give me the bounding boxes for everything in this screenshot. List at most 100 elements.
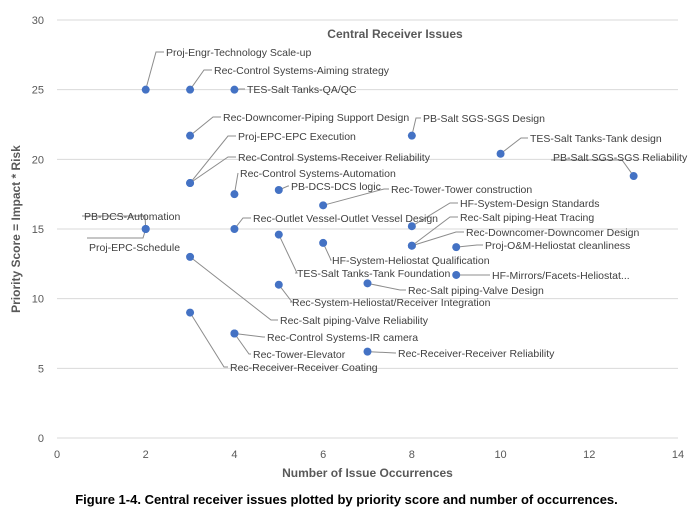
data-point	[230, 329, 239, 338]
data-point	[496, 149, 505, 158]
x-tick-label: 6	[320, 449, 326, 461]
leader-line	[145, 51, 164, 90]
data-label: Proj-EPC-Schedule	[89, 242, 180, 254]
data-label: Rec-Tower-Tower construction	[391, 184, 532, 196]
data-point	[141, 85, 150, 94]
data-label: TES-Salt Tanks-Tank Foundation	[297, 268, 450, 280]
data-point	[407, 241, 416, 250]
y-axis-title: Priority Score = Impact * Risk	[9, 145, 23, 313]
leader-line	[87, 228, 147, 239]
data-point	[452, 270, 461, 279]
leader-line	[323, 188, 389, 206]
data-label: Rec-Downcomer-Downcomer Design	[466, 227, 639, 239]
data-point	[319, 201, 328, 210]
y-tick-label: 30	[32, 15, 44, 27]
leader-line	[189, 69, 212, 90]
leader-line	[82, 215, 147, 230]
y-tick-label: 25	[32, 85, 44, 97]
leader-line	[189, 312, 228, 368]
data-points	[141, 85, 638, 356]
x-axis-title: Number of Issue Occurrences	[282, 466, 453, 480]
data-label: Proj-O&M-Heliostat cleanliness	[485, 240, 630, 252]
data-point	[274, 230, 283, 239]
data-point	[186, 131, 195, 140]
leader-line	[322, 242, 332, 261]
data-label: PB-DCS-DCS logic	[291, 181, 381, 193]
y-tick-label: 0	[38, 433, 44, 445]
data-label: HF-Mirrors/Facets-Heliostat...	[492, 270, 630, 282]
data-label: Rec-System-Heliostat/Receiver Integratio…	[292, 297, 491, 309]
data-label: Rec-Receiver-Receiver Coating	[230, 362, 378, 374]
data-label: TES-Salt Tanks-Tank design	[530, 133, 662, 145]
y-tick-label: 10	[32, 294, 44, 306]
data-point	[141, 225, 150, 233]
data-label: PB-Salt SGS-SGS Reliability	[553, 152, 688, 164]
leader-line	[189, 256, 278, 321]
data-point	[629, 172, 638, 181]
leader-line	[500, 137, 528, 155]
chart-title: Central Receiver Issues	[327, 27, 463, 41]
data-label: Proj-Engr-Technology Scale-up	[166, 47, 311, 59]
leader-line	[411, 202, 458, 227]
data-point	[407, 222, 416, 231]
data-point	[274, 185, 283, 194]
data-labels: Proj-Engr-Technology Scale-up Rec-Control…	[84, 47, 688, 374]
data-point	[319, 238, 328, 247]
data-point	[274, 280, 283, 289]
data-point	[230, 225, 239, 233]
x-tick-label: 2	[143, 449, 149, 461]
data-label: HF-System-Design Standards	[460, 198, 599, 210]
data-point	[363, 347, 372, 356]
data-label: Rec-Tower-Elevator	[253, 349, 346, 361]
data-point	[363, 279, 372, 288]
leader-line	[456, 244, 483, 248]
x-tick-label: 4	[231, 449, 237, 461]
data-label: HF-System-Heliostat Qualification	[332, 255, 490, 267]
data-label: PB-Salt SGS-SGS Design	[423, 113, 545, 125]
leader-line	[189, 116, 221, 137]
data-label: Rec-Downcomer-Piping Support Design	[223, 112, 409, 124]
data-label: Rec-Receiver-Receiver Reliability	[398, 348, 555, 360]
data-label: Rec-Control Systems-IR camera	[267, 332, 418, 344]
figure-caption: Figure 1-4. Central receiver issues plot…	[75, 492, 618, 507]
leader-line	[189, 156, 236, 184]
data-label: Rec-Salt piping-Valve Reliability	[280, 315, 429, 327]
leader-line	[367, 351, 396, 354]
data-label: Rec-Control Systems-Automation	[240, 168, 396, 180]
data-point	[186, 179, 195, 188]
data-label: Rec-Control Systems-Receiver Reliability	[238, 152, 431, 164]
x-tick-label: 10	[494, 449, 506, 461]
data-label: Rec-Control Systems-Aiming strategy	[214, 65, 390, 77]
data-point	[186, 308, 195, 317]
data-label: Rec-Salt piping-Heat Tracing	[460, 212, 594, 224]
leader-line	[551, 159, 635, 177]
data-label: Rec-Outlet Vessel-Outlet Vessel Design	[253, 213, 438, 225]
data-point	[230, 190, 239, 199]
leader-line	[411, 216, 458, 247]
data-label: TES-Salt Tanks-QA/QC	[247, 84, 357, 96]
data-label: Rec-Salt piping-Valve Design	[408, 285, 544, 297]
x-tick-label: 12	[583, 449, 595, 461]
x-tick-label: 8	[409, 449, 415, 461]
leader-line	[411, 231, 464, 247]
scatter-chart: 0 5 10 15 20 25 30 0 2 4 6 8 10 12 14 Central Receiver …	[9, 15, 688, 480]
x-tick-label: 14	[672, 449, 684, 461]
leader-line	[234, 333, 265, 338]
data-point	[186, 252, 195, 261]
leader-line	[278, 234, 298, 274]
chart-container: 0 5 10 15 20 25 30 0 2 4 6 8 10 12 14 Central Receiver …	[9, 15, 688, 480]
data-point	[452, 243, 461, 252]
y-tick-label: 5	[38, 363, 44, 375]
leader-line	[411, 117, 421, 136]
data-point	[230, 85, 239, 94]
leader-line	[278, 284, 294, 303]
data-point	[186, 85, 195, 94]
leader-line	[234, 333, 251, 355]
x-tick-label: 0	[54, 449, 60, 461]
data-point	[407, 131, 416, 140]
y-tick-label: 15	[32, 224, 44, 236]
data-label: PB-DCS-Automation	[84, 211, 180, 223]
leader-line	[367, 282, 406, 291]
leader-lines	[82, 51, 635, 368]
y-tick-label: 20	[32, 154, 44, 166]
